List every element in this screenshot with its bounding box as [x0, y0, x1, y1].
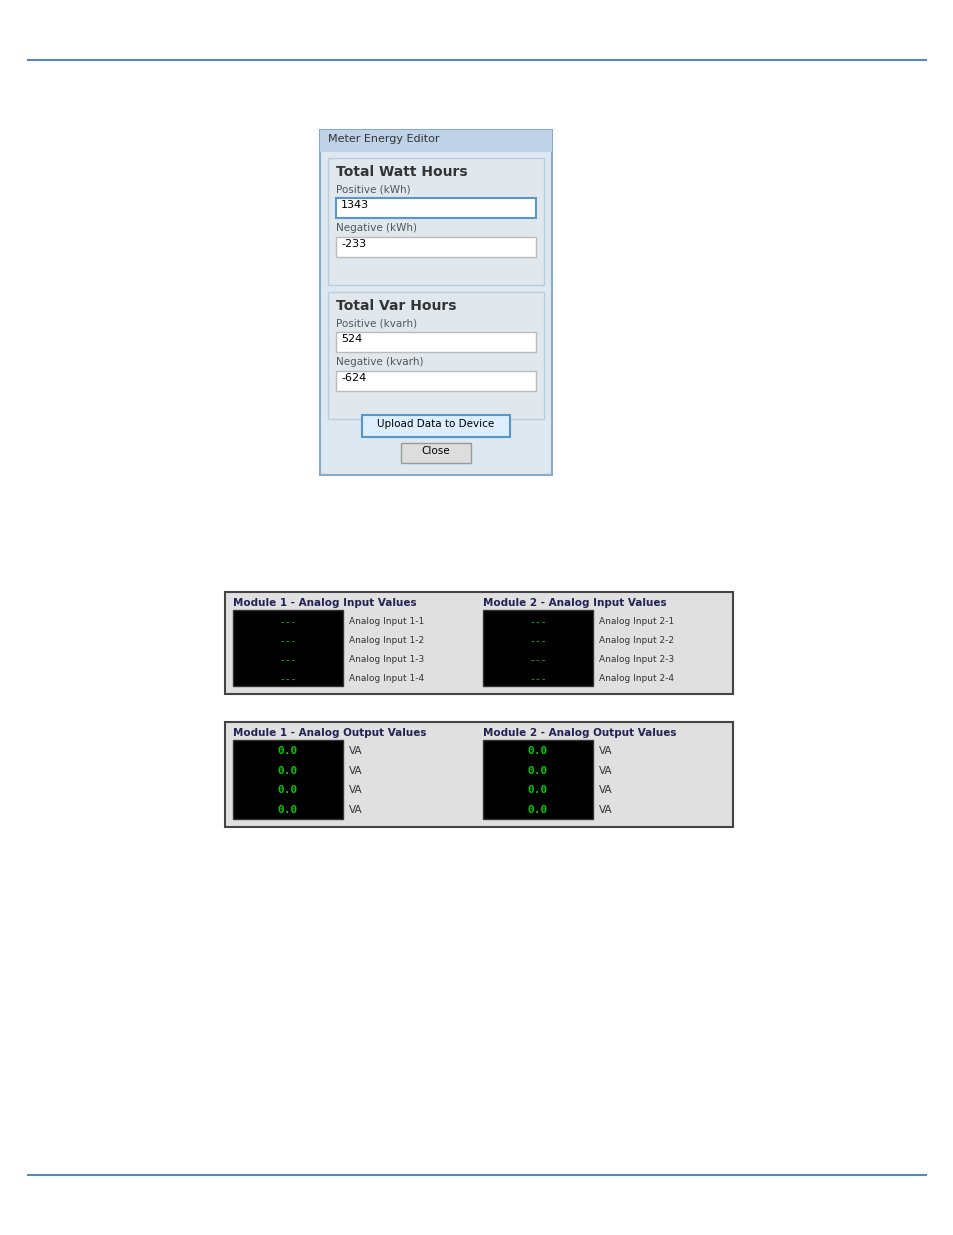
- Text: Module 2 - Analog Output Values: Module 2 - Analog Output Values: [482, 727, 676, 739]
- Text: Upload Data to Device: Upload Data to Device: [377, 419, 494, 429]
- Text: 0.0: 0.0: [527, 785, 548, 795]
- Text: 0.0: 0.0: [527, 746, 548, 756]
- FancyBboxPatch shape: [328, 291, 543, 419]
- Text: Analog Input 1-2: Analog Input 1-2: [349, 636, 424, 645]
- Text: VA: VA: [349, 785, 362, 795]
- Text: ---: ---: [279, 616, 296, 626]
- Text: Analog Input 1-4: Analog Input 1-4: [349, 673, 424, 683]
- Text: ---: ---: [279, 636, 296, 646]
- Text: Negative (kvarh): Negative (kvarh): [335, 357, 423, 367]
- Text: Total Watt Hours: Total Watt Hours: [335, 165, 467, 179]
- Text: VA: VA: [598, 805, 612, 815]
- Text: 0.0: 0.0: [277, 746, 297, 756]
- Text: ---: ---: [279, 655, 296, 664]
- FancyBboxPatch shape: [233, 740, 343, 819]
- FancyBboxPatch shape: [335, 198, 536, 219]
- Text: 0.0: 0.0: [277, 805, 297, 815]
- FancyBboxPatch shape: [233, 610, 343, 685]
- FancyBboxPatch shape: [225, 722, 732, 827]
- Text: 0.0: 0.0: [527, 766, 548, 776]
- Text: ---: ---: [529, 655, 546, 664]
- Text: ---: ---: [279, 673, 296, 684]
- FancyBboxPatch shape: [400, 443, 471, 463]
- Text: Positive (kWh): Positive (kWh): [335, 184, 410, 194]
- Text: VA: VA: [349, 805, 362, 815]
- Text: Analog Input 2-4: Analog Input 2-4: [598, 673, 673, 683]
- Text: -624: -624: [340, 373, 366, 383]
- FancyBboxPatch shape: [335, 237, 536, 257]
- FancyBboxPatch shape: [335, 370, 536, 391]
- Text: -233: -233: [340, 240, 366, 249]
- Text: VA: VA: [349, 746, 362, 756]
- Text: 0.0: 0.0: [277, 766, 297, 776]
- FancyBboxPatch shape: [482, 740, 593, 819]
- Text: Meter Energy Editor: Meter Energy Editor: [328, 135, 439, 144]
- FancyBboxPatch shape: [482, 610, 593, 685]
- FancyBboxPatch shape: [319, 130, 552, 152]
- Text: VA: VA: [598, 785, 612, 795]
- Text: 0.0: 0.0: [277, 785, 297, 795]
- Text: Positive (kvarh): Positive (kvarh): [335, 317, 416, 329]
- Text: VA: VA: [598, 766, 612, 776]
- Text: ---: ---: [529, 616, 546, 626]
- Text: Module 2 - Analog Input Values: Module 2 - Analog Input Values: [482, 598, 666, 608]
- Text: 524: 524: [340, 333, 362, 345]
- Text: Module 1 - Analog Output Values: Module 1 - Analog Output Values: [233, 727, 426, 739]
- Text: Analog Input 2-2: Analog Input 2-2: [598, 636, 673, 645]
- Text: Negative (kWh): Negative (kWh): [335, 224, 416, 233]
- Text: VA: VA: [349, 766, 362, 776]
- Text: Analog Input 1-3: Analog Input 1-3: [349, 655, 424, 663]
- Text: Total Var Hours: Total Var Hours: [335, 299, 456, 312]
- Text: ---: ---: [529, 636, 546, 646]
- FancyBboxPatch shape: [319, 130, 552, 475]
- Text: Module 1 - Analog Input Values: Module 1 - Analog Input Values: [233, 598, 416, 608]
- Text: 1343: 1343: [340, 200, 369, 210]
- Text: Analog Input 1-1: Analog Input 1-1: [349, 616, 424, 626]
- FancyBboxPatch shape: [328, 158, 543, 285]
- Text: Analog Input 2-1: Analog Input 2-1: [598, 616, 674, 626]
- Text: Analog Input 2-3: Analog Input 2-3: [598, 655, 674, 663]
- Text: ---: ---: [529, 673, 546, 684]
- Text: VA: VA: [598, 746, 612, 756]
- FancyBboxPatch shape: [335, 332, 536, 352]
- FancyBboxPatch shape: [361, 415, 510, 437]
- FancyBboxPatch shape: [225, 592, 732, 694]
- Text: Close: Close: [421, 446, 450, 456]
- Text: 0.0: 0.0: [527, 805, 548, 815]
